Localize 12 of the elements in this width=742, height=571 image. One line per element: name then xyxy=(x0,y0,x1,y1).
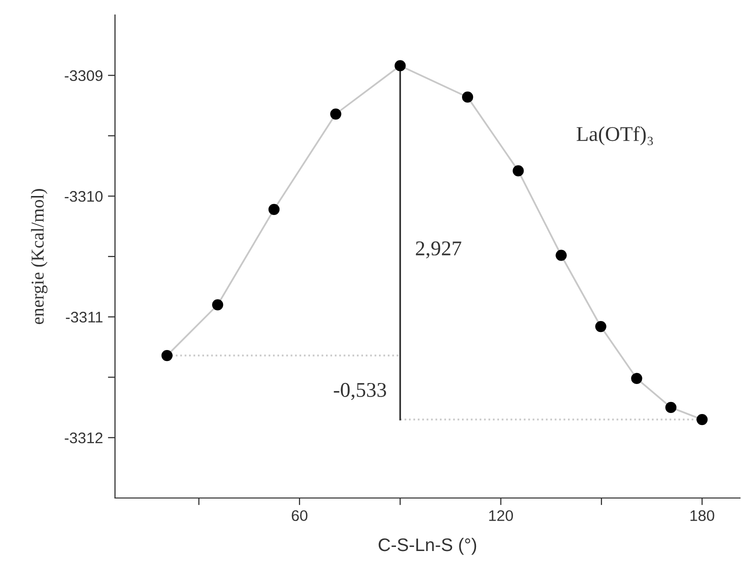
x-tick-label: 180 xyxy=(690,510,714,522)
x-axis-title: C-S-Ln-S (°) xyxy=(378,538,476,555)
annotation: -0,533 xyxy=(334,382,386,400)
y-tick-label: -3309 xyxy=(64,70,102,82)
y-axis-title: energie (Kcal/mol) xyxy=(31,189,48,324)
y-tick-label: -3311 xyxy=(66,312,102,323)
y-tick-label: -3312 xyxy=(64,432,102,444)
x-tick-label: 60 xyxy=(292,510,308,522)
annotation: La(OTf)₃ xyxy=(576,126,653,146)
x-tick-label: 120 xyxy=(489,510,513,522)
y-tick-label: -3310 xyxy=(64,190,103,202)
annotation: 2,927 xyxy=(416,241,462,258)
